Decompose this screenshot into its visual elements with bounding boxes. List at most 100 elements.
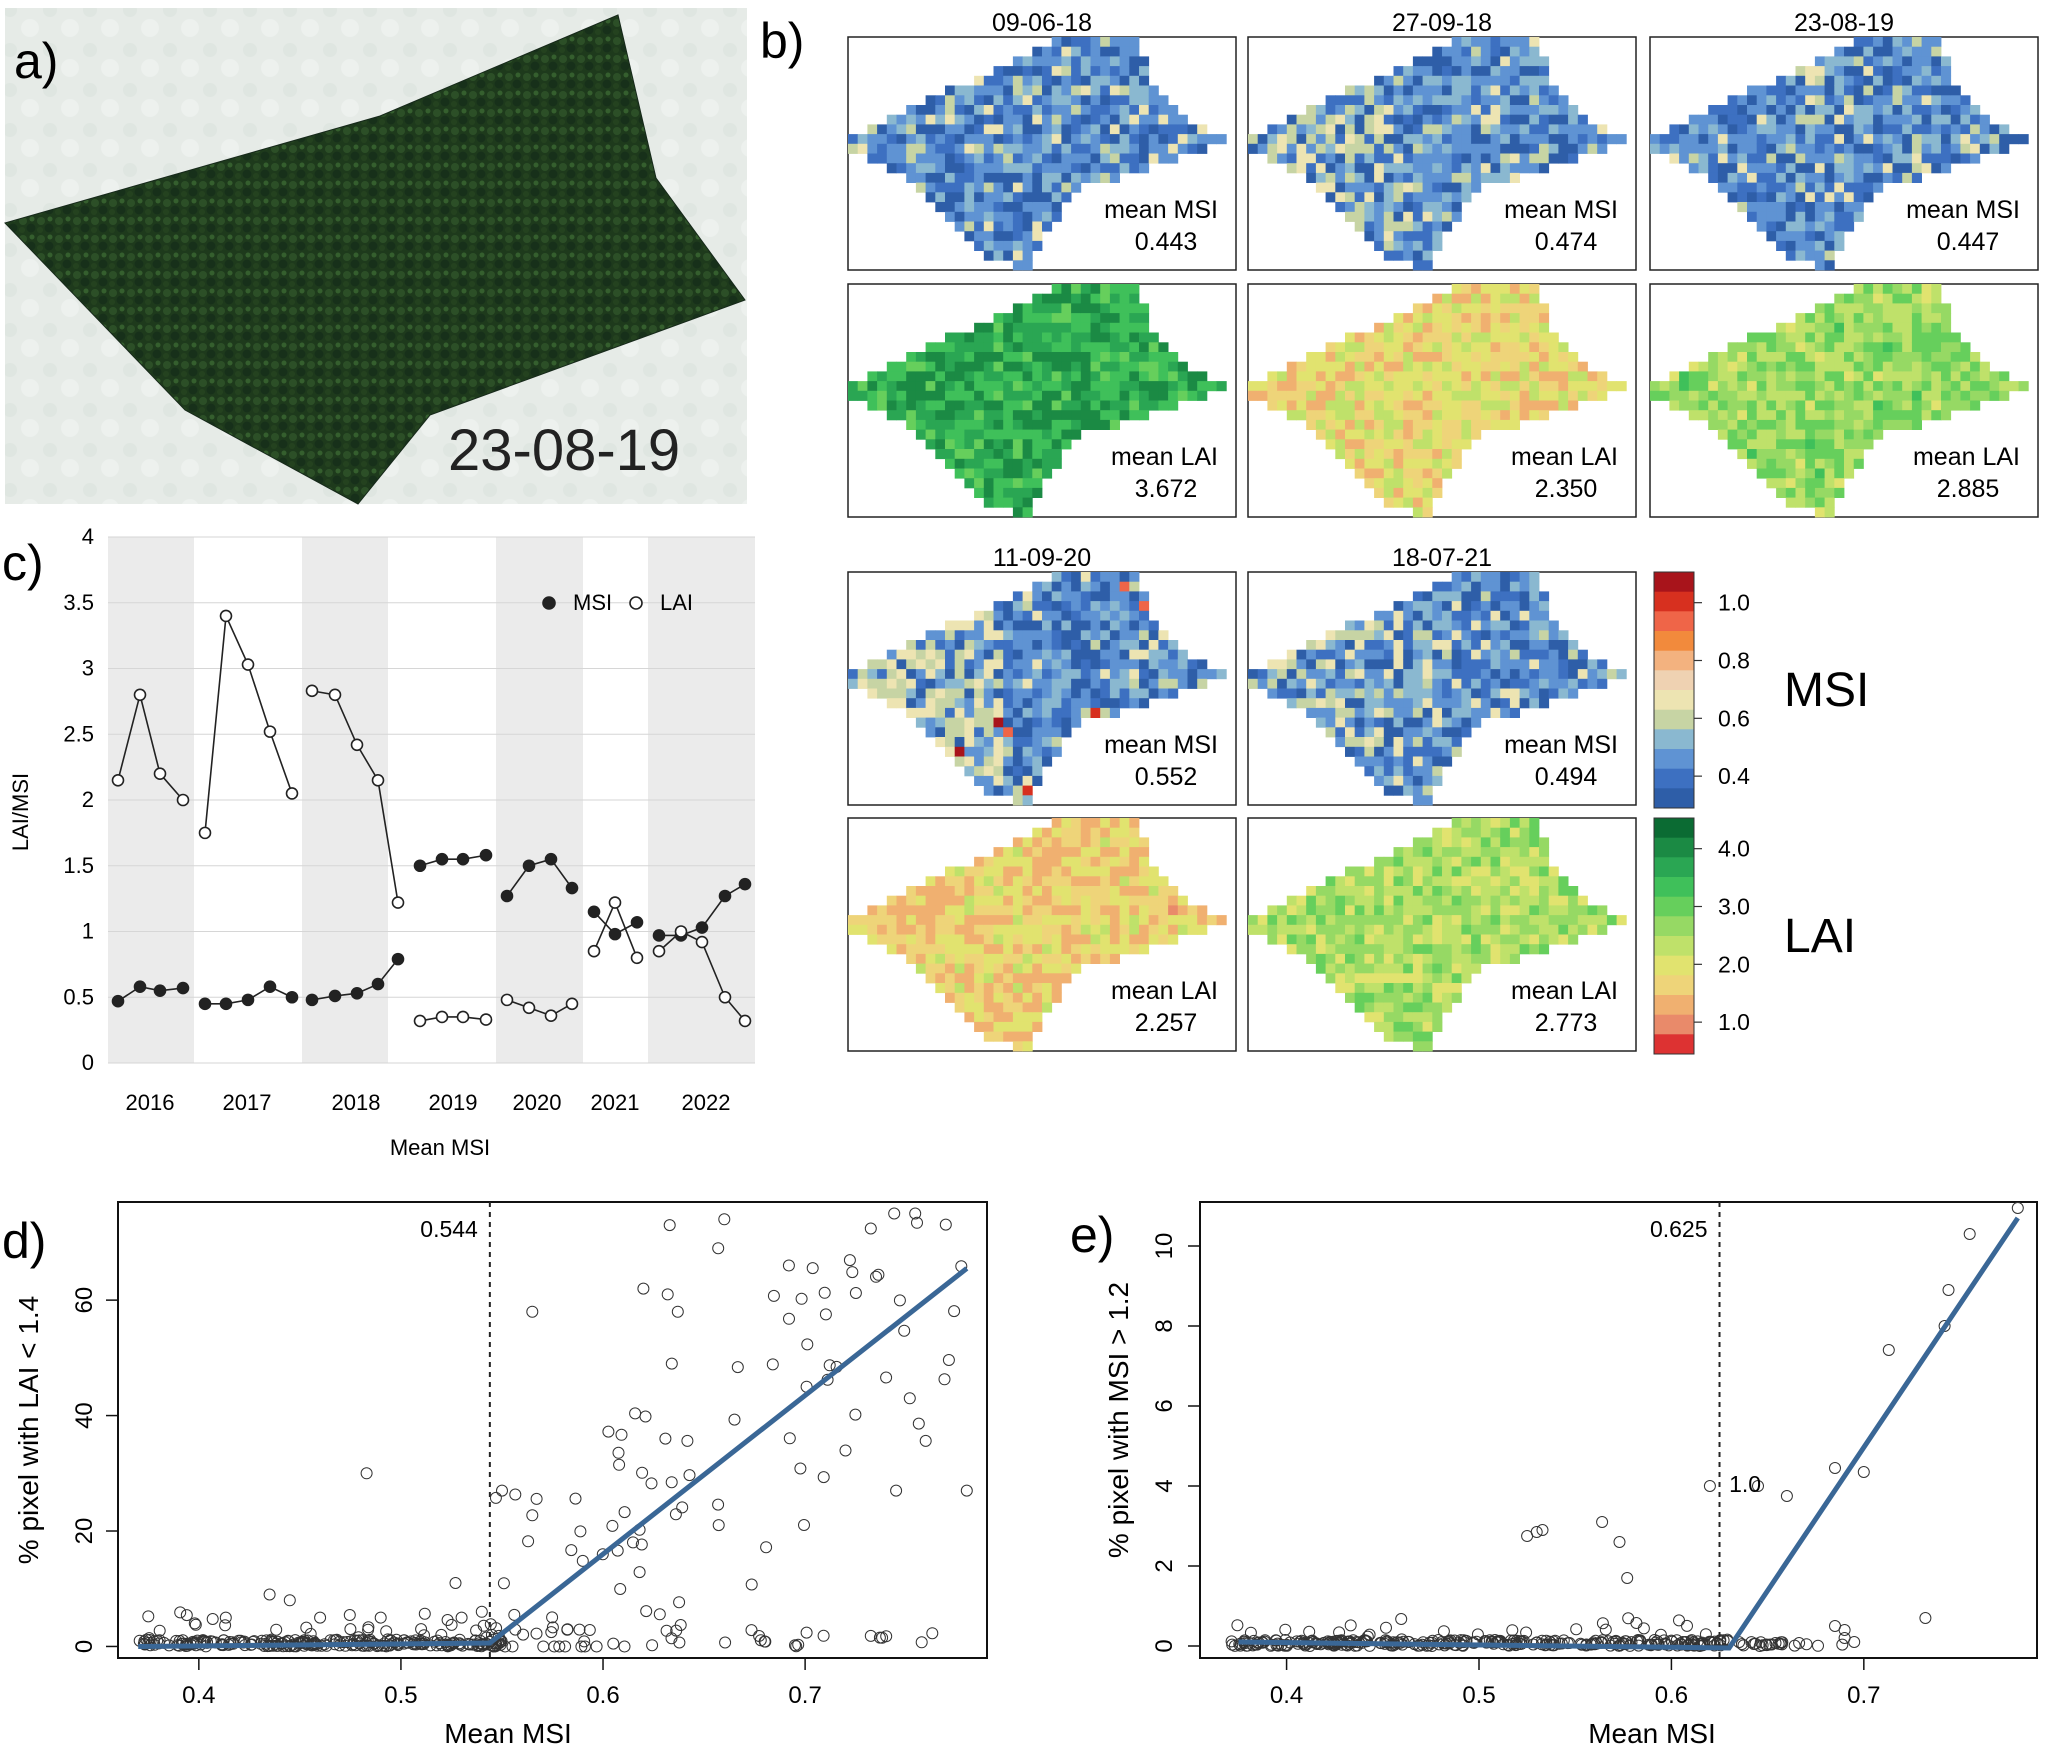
map-pixel (1080, 134, 1091, 145)
map-pixel (896, 390, 907, 401)
map-pixel (1863, 361, 1874, 372)
map-pixel (1776, 342, 1787, 353)
map-pixel (1509, 953, 1520, 964)
map-pixel (1022, 114, 1033, 125)
map-pixel (896, 895, 907, 906)
map-pixel (1747, 134, 1758, 145)
map-pixel (1206, 915, 1217, 926)
map-pixel (1354, 866, 1365, 877)
map-pixel (1403, 182, 1414, 193)
map-pixel (1756, 105, 1767, 116)
map-pixel (1325, 153, 1336, 164)
map-pixel (1587, 669, 1598, 680)
map-pixel (1286, 669, 1297, 680)
map-pixel (993, 963, 1004, 974)
map-pixel (1090, 56, 1101, 67)
legend-label: LAI (660, 590, 693, 615)
map-pixel (1500, 905, 1511, 916)
map-pixel (1022, 211, 1033, 222)
map-pixel (1022, 601, 1033, 612)
map-pixel (1403, 717, 1414, 728)
map-pixel (1374, 934, 1385, 945)
map-pixel (1051, 746, 1062, 757)
map-pixel (1354, 905, 1365, 916)
map-pixel (1471, 410, 1482, 421)
map-pixel (1315, 371, 1326, 382)
map-pixel (1931, 114, 1942, 125)
map-pixel (1451, 75, 1462, 86)
map-pixel (886, 688, 897, 699)
map-pixel (1500, 837, 1511, 848)
map-pixel (1950, 124, 1961, 135)
map-pixel (935, 934, 946, 945)
map-pixel (954, 905, 965, 916)
map-pixel (1490, 915, 1501, 926)
map-pixel (1148, 361, 1159, 372)
map-pixel (1374, 756, 1385, 767)
map-pixel (954, 192, 965, 203)
map-pixel (925, 400, 936, 411)
map-pixel (1354, 973, 1365, 984)
map-pixel (1892, 371, 1903, 382)
map-pixel (1003, 915, 1014, 926)
map-pixel (1766, 231, 1777, 242)
map-pixel (1374, 866, 1385, 877)
map-pixel (1354, 458, 1365, 469)
map-pixel (1529, 572, 1540, 583)
map-pixel (1490, 640, 1501, 651)
map-pixel (1168, 143, 1179, 154)
map-pixel (1451, 46, 1462, 57)
map-pixel (906, 944, 917, 955)
map-pixel (1383, 182, 1394, 193)
map-pixel (1003, 886, 1014, 897)
map-pixel (1383, 75, 1394, 86)
map-pixel (1042, 114, 1053, 125)
map-pixel (1814, 439, 1825, 450)
map-pixel (1461, 876, 1472, 887)
map-pixel (1109, 953, 1120, 964)
map-pixel (1853, 134, 1864, 145)
map-pixel (1109, 46, 1120, 57)
map-pixel (1296, 390, 1307, 401)
map-pixel (1032, 143, 1043, 154)
map-pixel (1139, 934, 1150, 945)
map-pixel (1717, 400, 1728, 411)
colorbar-tick-label: 0.4 (1718, 763, 1750, 789)
map-pixel (1824, 381, 1835, 392)
map-pixel (1902, 390, 1913, 401)
map-pixel (1158, 342, 1169, 353)
map-pixel (1568, 934, 1579, 945)
map-pixel (1345, 114, 1356, 125)
map-pixel (1970, 361, 1981, 372)
map-pixel (1824, 313, 1835, 324)
map-pixel (1051, 56, 1062, 67)
map-pixel (1795, 449, 1806, 460)
map-pixel (1100, 649, 1111, 660)
map-pixel (1461, 630, 1472, 641)
map-pixel (1071, 827, 1082, 838)
map-pixel (1345, 143, 1356, 154)
map-pixel (1795, 66, 1806, 77)
map-pixel (1051, 737, 1062, 748)
map-pixel (1500, 895, 1511, 906)
map-pixel (993, 610, 1004, 621)
map-pixel (1100, 75, 1111, 86)
map-pixel (1500, 934, 1511, 945)
map-pixel (1451, 973, 1462, 984)
map-pixel (1941, 134, 1952, 145)
map-pixel (877, 381, 888, 392)
map-pixel (1012, 640, 1023, 651)
y-tick-label: 4 (82, 524, 94, 549)
map-pixel (886, 400, 897, 411)
map-pixel (1509, 172, 1520, 183)
map-pixel (1393, 332, 1404, 343)
map-pixel (1383, 963, 1394, 974)
map-pixel (1051, 390, 1062, 401)
map-pixel (1061, 876, 1072, 887)
map-pixel (1412, 332, 1423, 343)
map-pixel (1012, 737, 1023, 748)
map-pixel (1051, 659, 1062, 670)
map-pixel (1747, 85, 1758, 96)
map-pixel (1032, 876, 1043, 887)
map-pixel (1558, 688, 1569, 699)
